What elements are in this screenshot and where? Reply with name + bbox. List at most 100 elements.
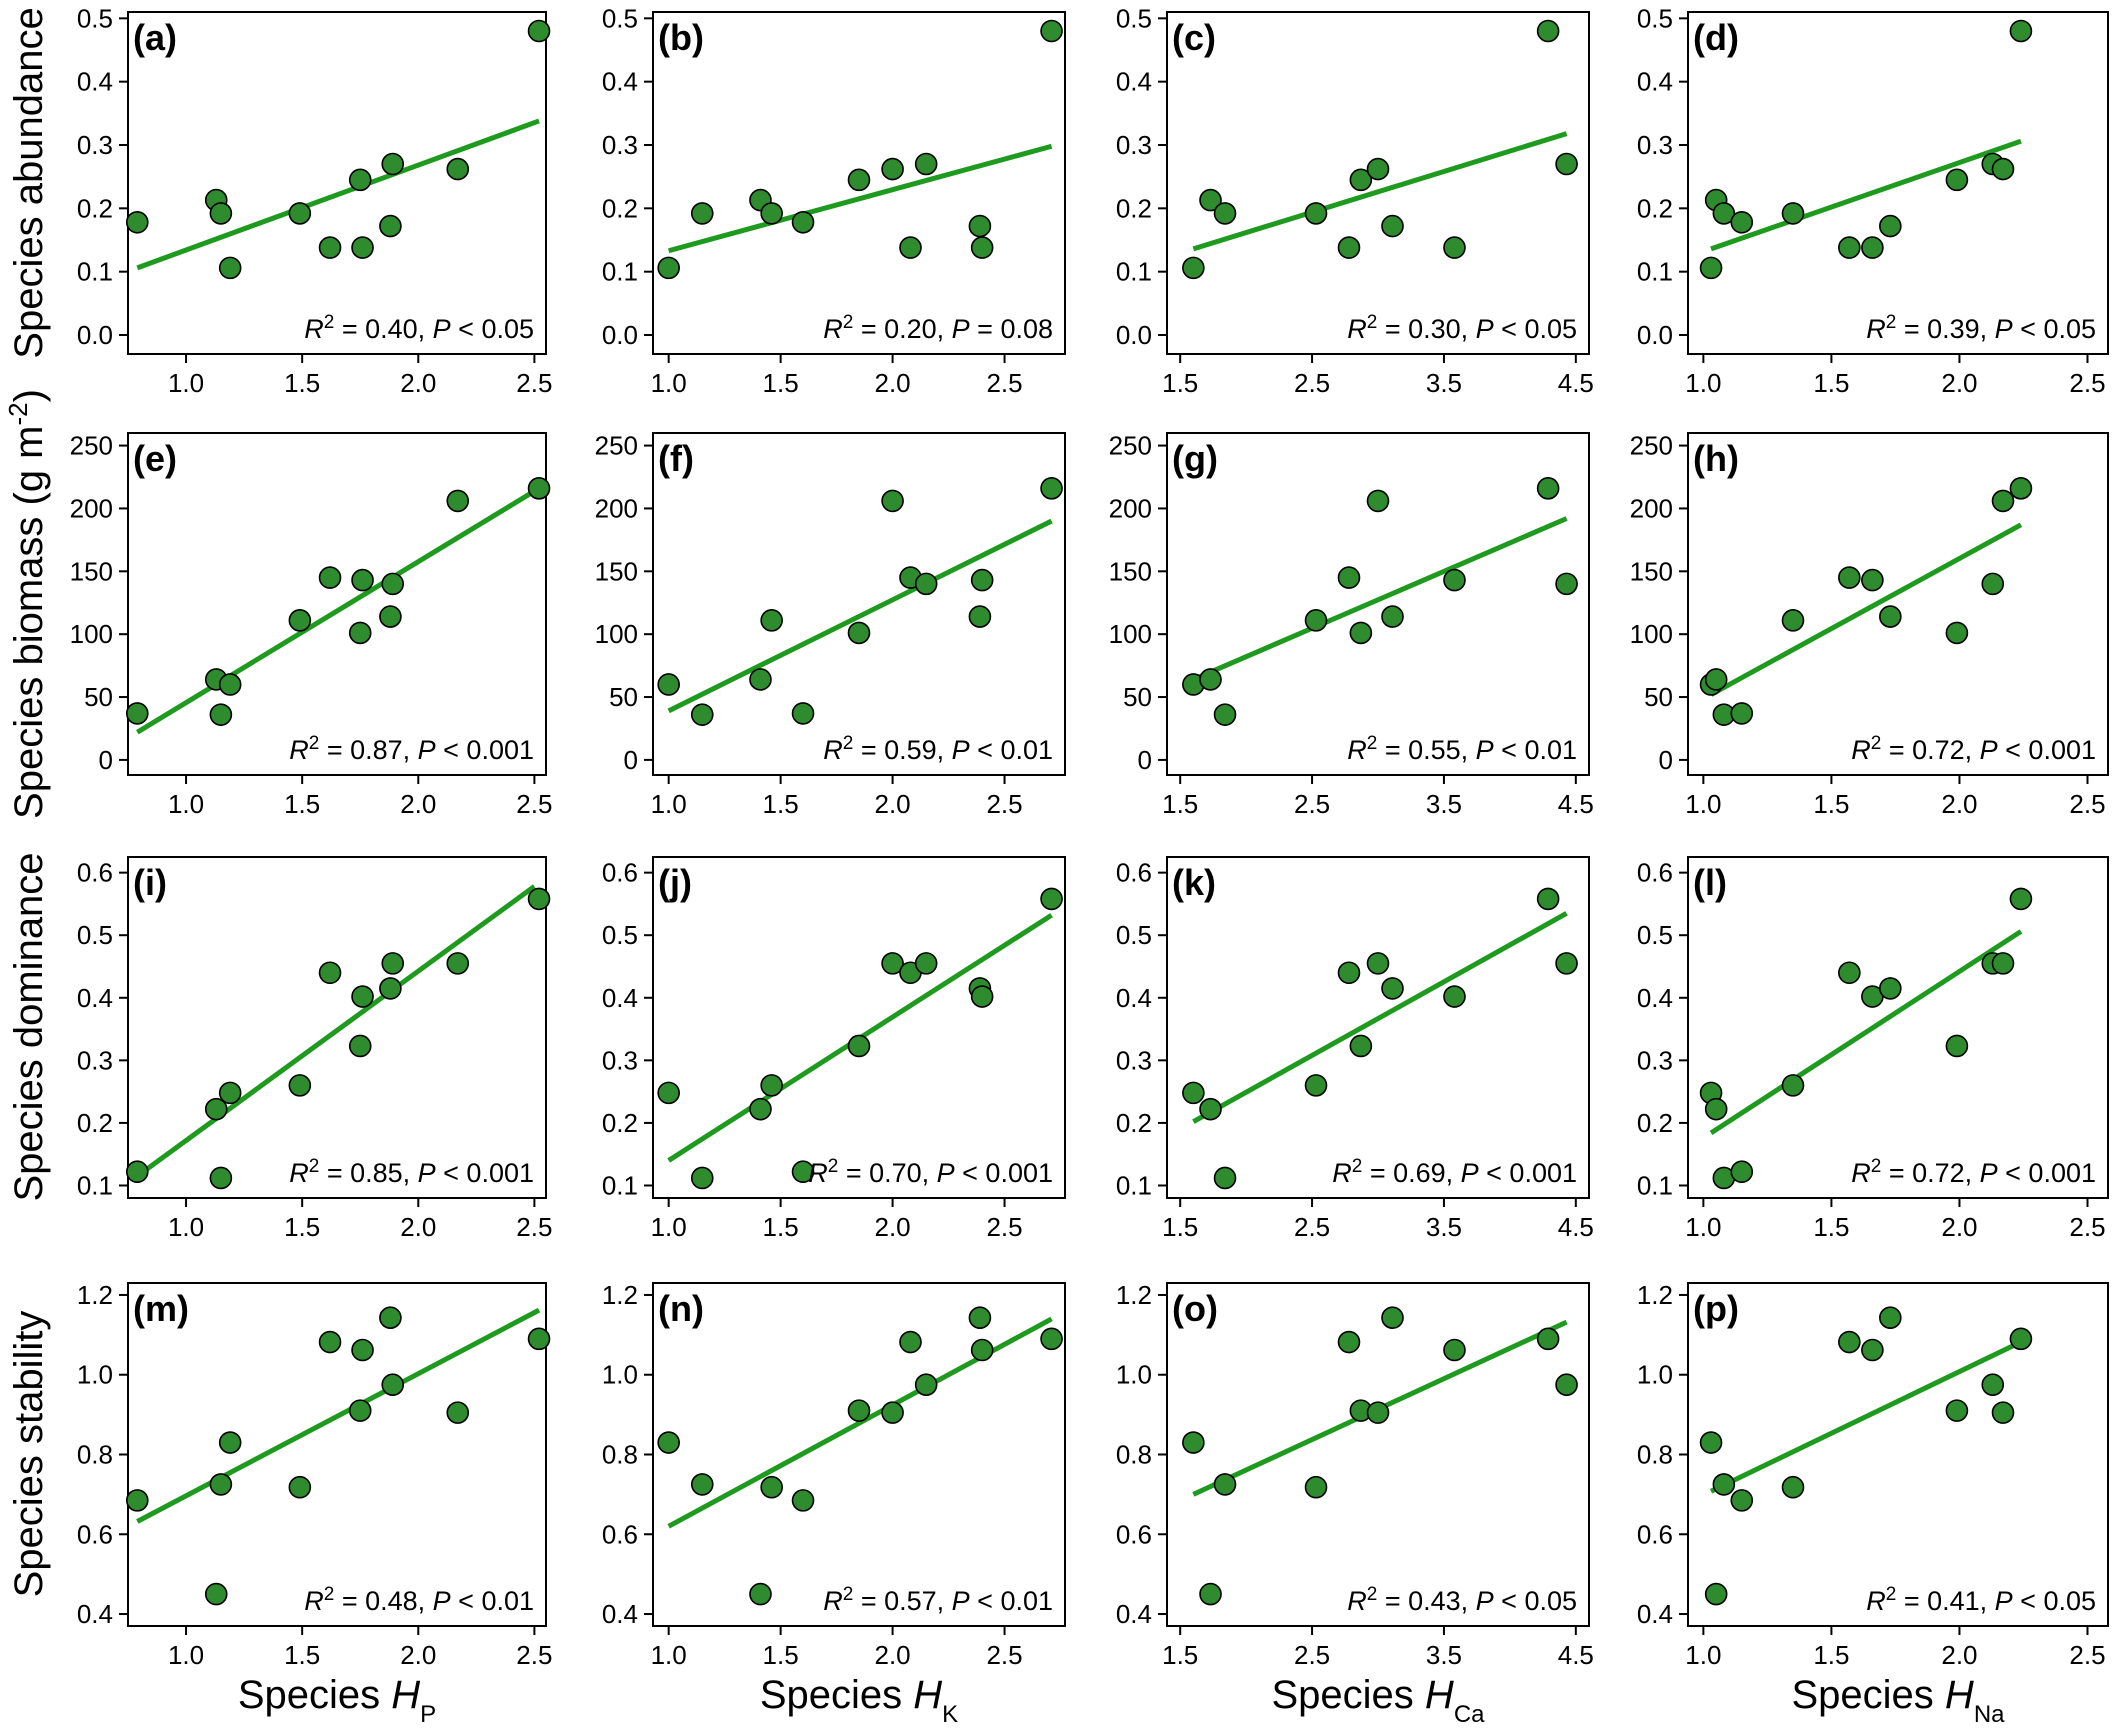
row-title: Species biomass (g m-2): [3, 389, 51, 819]
data-point: [446, 1401, 470, 1424]
plot-frame: [1166, 11, 1590, 355]
data-point: [209, 1166, 233, 1190]
x-tick-label: 1.0: [1685, 1640, 1721, 1670]
data-point: [1213, 202, 1237, 225]
plot-frame: [652, 11, 1066, 355]
data-point: [318, 961, 342, 985]
data-point: [348, 1399, 372, 1422]
panel-i: 1.0 1.5 2.0 2.5 0.1 0.2 0.3 0.4 0.5 0.6 (i) R2 = 0.…: [77, 856, 552, 1242]
data-point: [527, 19, 551, 43]
data-point: [125, 1489, 149, 1512]
x-tick-label: 1.0: [651, 368, 687, 398]
data-point: [1536, 1327, 1560, 1351]
regression-line: [135, 884, 536, 1179]
x-tick-label: 3.5: [1426, 789, 1462, 819]
stats-label: R2 = 0.39, P < 0.05: [1866, 312, 2096, 345]
regression-line: [667, 1316, 1053, 1529]
data-point: [1337, 566, 1361, 589]
data-point: [914, 952, 938, 975]
x-tick-label: 1.5: [1813, 368, 1849, 398]
y-tick-label: 150: [595, 556, 638, 586]
y-tick-label: 0.0: [602, 320, 638, 350]
data-point: [760, 1475, 783, 1499]
stats-label: R2 = 0.72, P < 0.001: [1851, 1156, 2096, 1189]
y-tick-label: 0.2: [1637, 1108, 1673, 1138]
data-point: [379, 605, 402, 628]
x-tick-label: 1.0: [1685, 1212, 1721, 1242]
data-point: [1304, 1074, 1328, 1097]
panel-m: 1.0 1.5 2.0 2.5 0.4 0.6 0.8 1.0 1.2 (m) R2 = 0.48,…: [77, 1280, 553, 1670]
data-point: [1213, 1166, 1237, 1190]
data-point: [1213, 703, 1237, 726]
y-tick-label: 0.1: [77, 257, 113, 287]
y-tick-label: 250: [1630, 431, 1673, 461]
data-point: [209, 703, 233, 726]
plot-frame: [127, 432, 547, 776]
data-point: [125, 1160, 149, 1184]
data-point: [1730, 210, 1754, 234]
row-title: Species abundance: [7, 7, 51, 358]
x-tick-label: 2.0: [875, 1212, 911, 1242]
x-tick-label: 2.5: [2069, 789, 2105, 819]
y-tick-label: 0.4: [602, 983, 638, 1013]
y-tick-label: 0.8: [1116, 1440, 1152, 1470]
data-point: [1861, 568, 1884, 592]
panel-tag: (c): [1172, 17, 1216, 58]
data-point: [791, 1160, 815, 1184]
data-point: [2009, 1327, 2033, 1351]
x-tick-label: 2.0: [400, 789, 436, 819]
x-tick-label: 2.0: [400, 1640, 436, 1670]
data-point: [1704, 1582, 1728, 1606]
y-tick-label: 0.3: [602, 1045, 638, 1075]
data-point: [1337, 236, 1361, 259]
x-tick-label: 1.5: [1162, 1640, 1198, 1670]
data-point: [379, 214, 402, 238]
panel-tag: (g): [1172, 438, 1218, 479]
data-point: [204, 1582, 228, 1606]
panel-g: 1.5 2.5 3.5 4.5 0 50 100 150 200 250 (g) R2 = 0.55,…: [1109, 431, 1594, 819]
y-tick-label: 0.4: [1116, 983, 1152, 1013]
x-tick-label: 2.5: [986, 1212, 1022, 1242]
panel-tag: (o): [1172, 1288, 1218, 1329]
data-point: [914, 572, 938, 596]
stats-label: R2 = 0.48, P < 0.01: [304, 1584, 534, 1617]
data-point: [288, 1475, 312, 1499]
x-tick-label: 1.5: [284, 789, 320, 819]
y-tick-label: 200: [595, 493, 638, 523]
plot-frame: [127, 856, 547, 1199]
data-point: [1555, 1373, 1578, 1397]
x-tick-label: 2.5: [516, 1640, 552, 1670]
data-point: [1199, 1097, 1222, 1121]
x-tick-label: 2.0: [1941, 368, 1977, 398]
data-point: [1536, 19, 1560, 43]
data-point: [1991, 489, 2015, 513]
data-point: [657, 1081, 680, 1105]
y-tick-label: 250: [595, 431, 638, 461]
y-tick-label: 0.2: [602, 193, 638, 223]
data-point: [1699, 256, 1723, 280]
panel-l: 1.0 1.5 2.0 2.5 0.1 0.2 0.3 0.4 0.5 0.6 (l) R2 = 0.…: [1637, 856, 2109, 1242]
y-tick-label: 0.3: [1637, 130, 1673, 160]
x-tick-label: 1.0: [651, 1212, 687, 1242]
data-point: [1838, 961, 1861, 985]
panel-k: 1.5 2.5 3.5 4.5 0.1 0.2 0.3 0.4 0.5 0.6 (k) R2 = 0.…: [1116, 856, 1594, 1242]
data-point: [847, 1399, 871, 1422]
y-tick-label: 0.2: [77, 193, 113, 223]
x-tick-label: 2.0: [1941, 1640, 1977, 1670]
y-tick-label: 0.1: [1116, 257, 1152, 287]
data-point: [657, 673, 680, 696]
x-tick-label: 2.5: [516, 1212, 552, 1242]
x-tick-label: 2.0: [875, 1640, 911, 1670]
y-tick-label: 200: [70, 493, 113, 523]
regression-line: [1709, 522, 2023, 697]
y-tick-label: 0.4: [1637, 1599, 1673, 1629]
data-point: [125, 702, 149, 725]
x-tick-label: 2.0: [1941, 1212, 1977, 1242]
data-point: [791, 1489, 815, 1512]
x-tick-label: 1.0: [168, 789, 204, 819]
data-point: [381, 952, 405, 975]
data-point: [1730, 1489, 1754, 1512]
x-tick-label: 2.0: [875, 789, 911, 819]
data-point: [218, 1431, 242, 1454]
data-point: [1381, 1306, 1404, 1329]
